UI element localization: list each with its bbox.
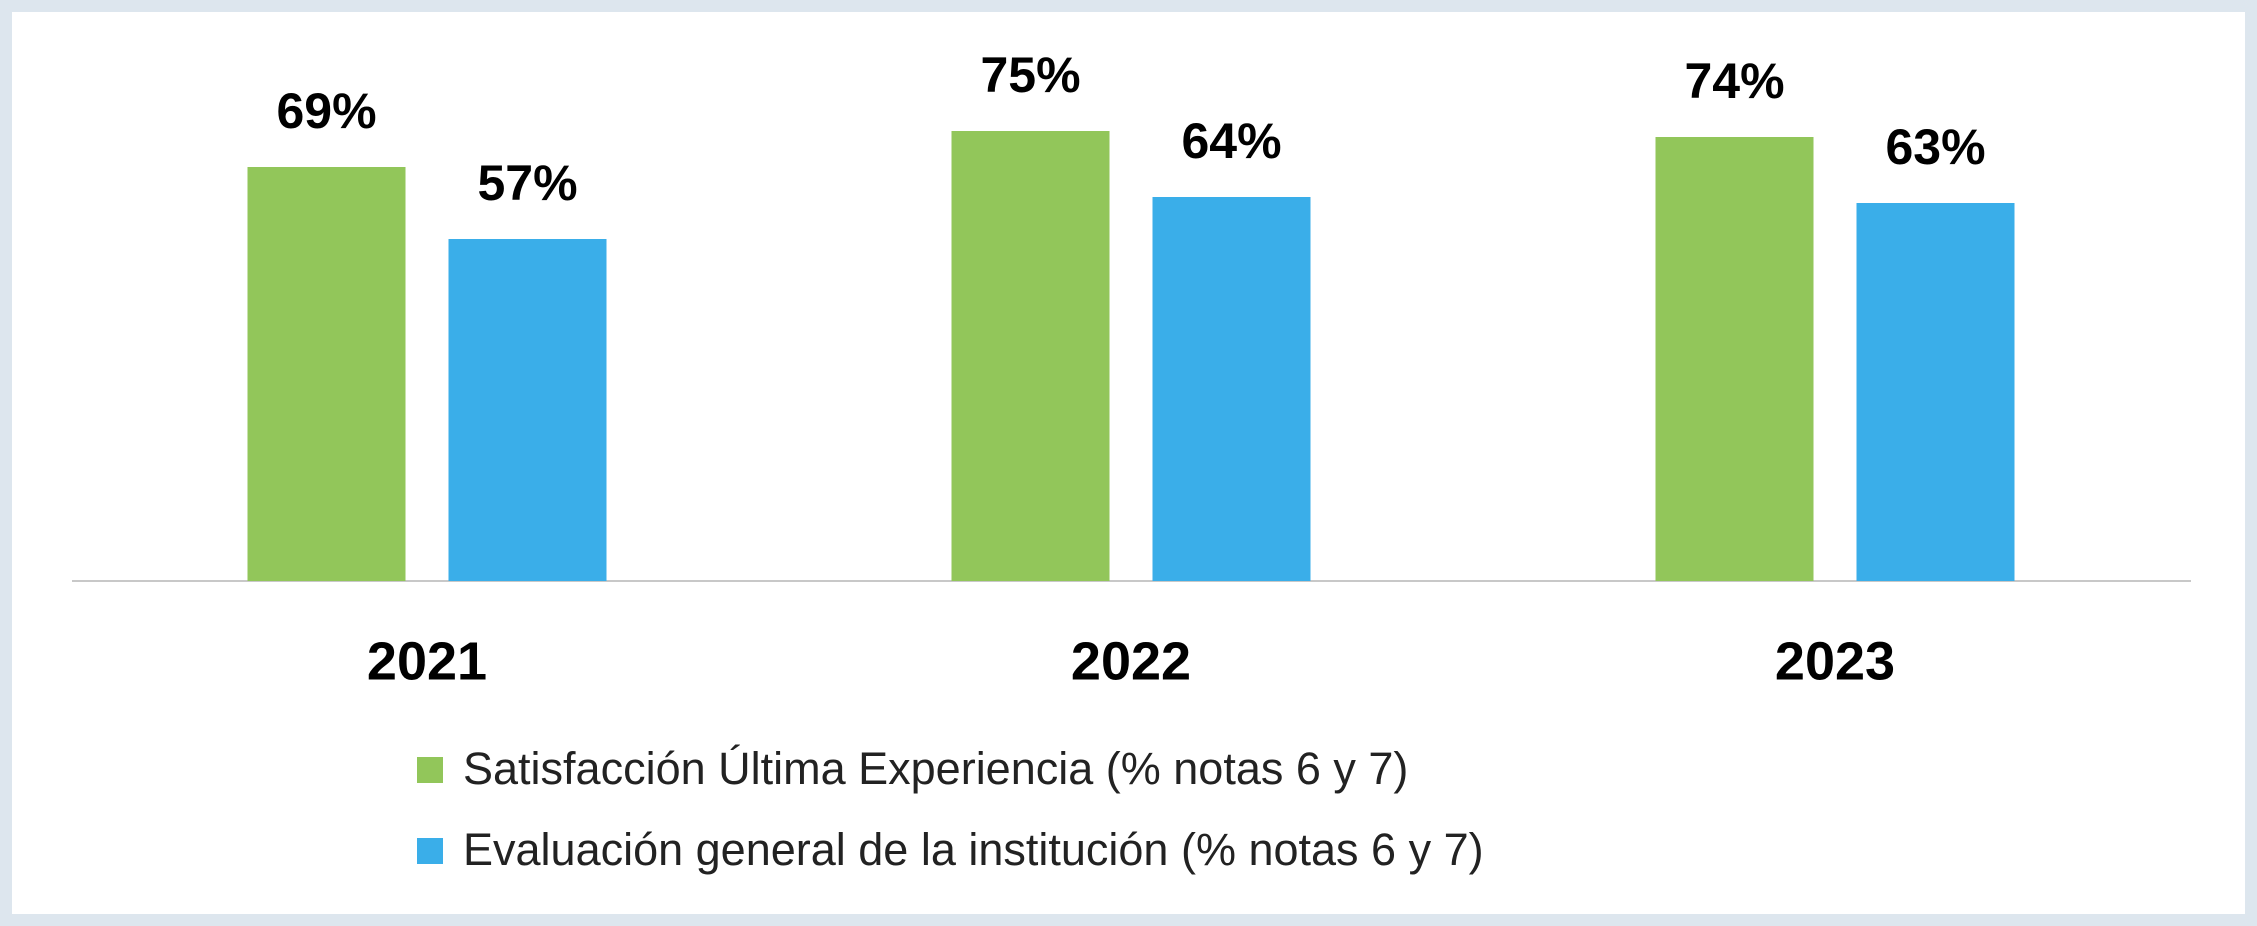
- bar: [247, 167, 406, 581]
- bar: [1856, 203, 2015, 581]
- legend-swatch: [417, 838, 443, 864]
- bar: [448, 239, 607, 581]
- data-label: 75%: [980, 47, 1080, 103]
- x-tick-label: 2023: [1775, 631, 1895, 691]
- legend-label: Evaluación general de la institución (% …: [463, 824, 1484, 875]
- data-label: 74%: [1684, 53, 1784, 109]
- bar: [1152, 197, 1311, 581]
- bar: [951, 131, 1110, 581]
- data-label: 57%: [477, 155, 577, 211]
- x-tick-label: 2021: [367, 631, 487, 691]
- data-label: 64%: [1181, 113, 1281, 169]
- legend-swatch: [417, 757, 443, 783]
- data-label: 69%: [276, 83, 376, 139]
- bar: [1655, 137, 1814, 581]
- x-tick-label: 2022: [1071, 631, 1191, 691]
- legend-label: Satisfacción Última Experiencia (% notas…: [463, 743, 1408, 794]
- data-label: 63%: [1885, 119, 1985, 175]
